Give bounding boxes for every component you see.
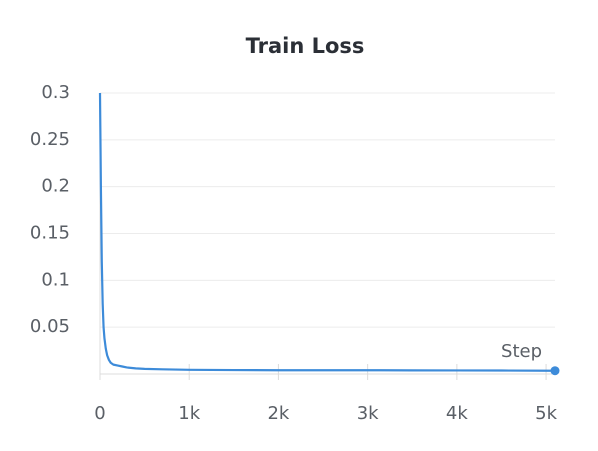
y-tick-label: 0.15 [30, 223, 70, 244]
x-tick-label: 0 [94, 403, 105, 424]
y-tick-label: 0.05 [30, 316, 70, 337]
line-series [98, 92, 556, 372]
y-tick-label: 0.2 [41, 176, 70, 197]
chart-title: Train Loss [246, 34, 365, 58]
x-tick-label: 3k [357, 403, 379, 424]
x-tick-label: 4k [446, 403, 468, 424]
x-tick-label: 5k [535, 403, 557, 424]
x-axis-label: Step [501, 341, 542, 362]
y-tick-label: 0.25 [30, 129, 70, 150]
x-tick-label: 2k [267, 403, 289, 424]
y-tick-label: 0.1 [41, 269, 70, 290]
x-tick-label: 1k [178, 403, 200, 424]
y-tick-label: 0.3 [41, 82, 70, 103]
end-point [550, 366, 560, 376]
